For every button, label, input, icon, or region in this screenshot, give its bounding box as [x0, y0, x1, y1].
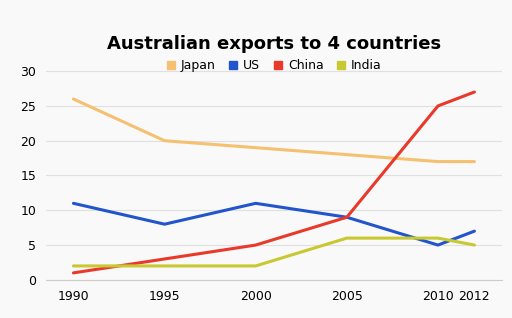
Line: US: US — [73, 203, 475, 245]
China — [472, 90, 478, 94]
India — [161, 264, 167, 268]
India — [435, 236, 441, 240]
India — [472, 243, 478, 247]
China — [435, 104, 441, 108]
China — [252, 243, 259, 247]
Title: Australian exports to 4 countries: Australian exports to 4 countries — [107, 35, 441, 53]
US — [435, 243, 441, 247]
US — [70, 201, 76, 205]
Line: China: China — [73, 92, 475, 273]
Line: India: India — [73, 238, 475, 266]
US — [344, 215, 350, 219]
US — [161, 222, 167, 226]
US — [472, 229, 478, 233]
China — [161, 257, 167, 261]
China — [70, 271, 76, 275]
India — [70, 264, 76, 268]
India — [344, 236, 350, 240]
Japan — [161, 139, 167, 142]
Japan — [344, 153, 350, 156]
Legend: Japan, US, China, India: Japan, US, China, India — [166, 59, 382, 72]
Japan — [472, 160, 478, 163]
US — [252, 201, 259, 205]
Japan — [70, 97, 76, 101]
Japan — [435, 160, 441, 163]
India — [252, 264, 259, 268]
Line: Japan: Japan — [73, 99, 475, 162]
China — [344, 215, 350, 219]
Japan — [252, 146, 259, 149]
